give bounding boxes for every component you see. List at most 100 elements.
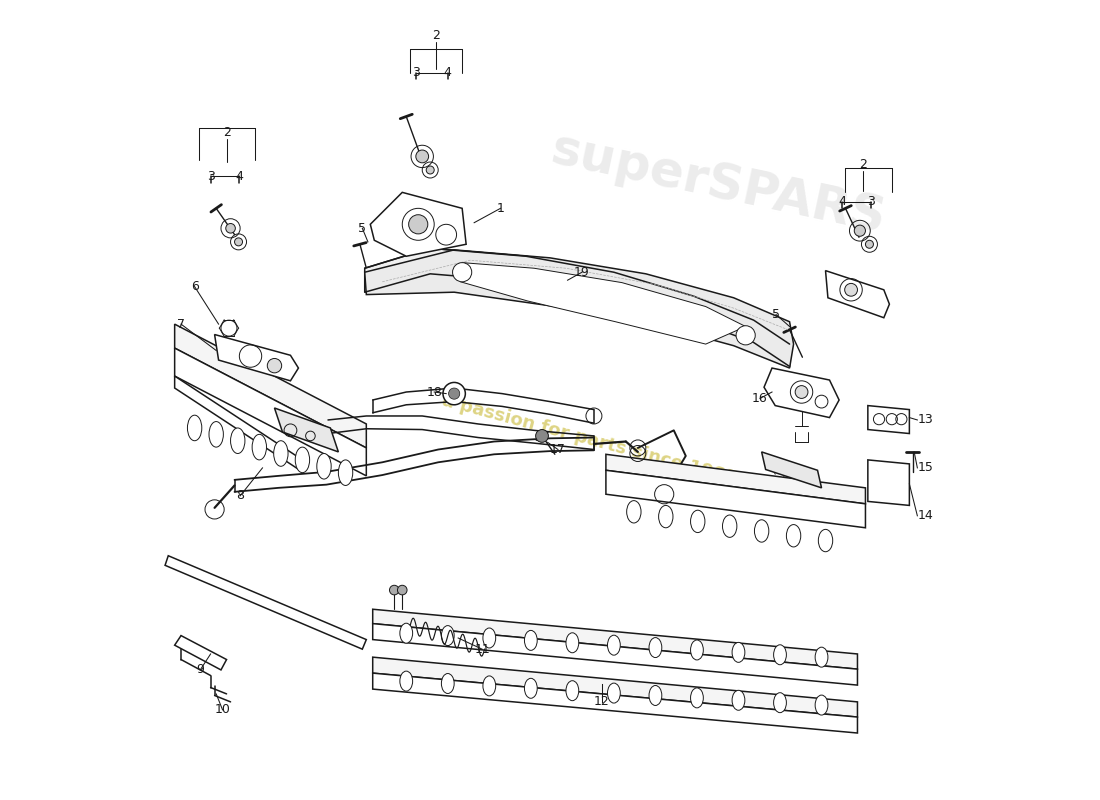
Text: 11: 11 [474,642,490,656]
Circle shape [408,214,428,234]
Text: 15: 15 [917,462,933,474]
Ellipse shape [818,530,833,552]
Circle shape [449,388,460,399]
Circle shape [416,150,429,163]
Circle shape [536,430,549,442]
Ellipse shape [252,434,266,460]
Ellipse shape [649,686,662,706]
Circle shape [389,586,399,595]
Ellipse shape [525,630,537,650]
Ellipse shape [755,520,769,542]
Ellipse shape [627,501,641,523]
Ellipse shape [773,645,786,665]
Ellipse shape [659,506,673,528]
Text: 4: 4 [443,66,452,79]
Polygon shape [461,262,746,344]
Ellipse shape [441,674,454,694]
Ellipse shape [691,510,705,533]
Text: 3: 3 [207,170,215,183]
Text: 18: 18 [427,386,442,398]
Polygon shape [373,657,858,717]
Polygon shape [365,250,793,368]
Polygon shape [175,635,227,670]
Text: 2: 2 [859,158,867,171]
Polygon shape [214,334,298,381]
Polygon shape [868,406,910,434]
Polygon shape [761,452,822,488]
Text: 17: 17 [550,443,565,456]
Ellipse shape [209,422,223,447]
Circle shape [449,388,463,402]
Ellipse shape [483,676,496,696]
Circle shape [443,382,465,405]
Polygon shape [825,270,890,318]
Ellipse shape [649,638,662,658]
Ellipse shape [723,515,737,538]
Ellipse shape [231,428,245,454]
Ellipse shape [786,525,801,547]
Ellipse shape [607,683,620,703]
Polygon shape [365,248,790,366]
Ellipse shape [773,693,786,713]
Ellipse shape [815,647,828,667]
Ellipse shape [400,671,412,691]
Ellipse shape [691,688,703,708]
Circle shape [226,223,235,233]
Polygon shape [606,454,866,504]
Text: a passion for parts since 1985: a passion for parts since 1985 [440,392,739,488]
Polygon shape [764,368,839,418]
Text: 6: 6 [190,280,199,293]
Ellipse shape [317,454,331,479]
Polygon shape [373,673,858,733]
Text: 19: 19 [574,266,590,278]
Ellipse shape [295,447,309,473]
Text: 5: 5 [772,308,780,321]
Text: 7: 7 [177,318,185,330]
Text: 1: 1 [496,202,505,215]
Ellipse shape [691,640,703,660]
Ellipse shape [733,642,745,662]
Circle shape [234,238,242,246]
Ellipse shape [815,695,828,715]
Polygon shape [175,376,302,472]
Polygon shape [606,470,866,528]
Circle shape [426,166,434,174]
Ellipse shape [483,628,496,648]
Text: 5: 5 [359,222,366,234]
Polygon shape [175,324,366,448]
Circle shape [452,262,472,282]
Text: superSPARS: superSPARS [546,126,890,243]
Text: 12: 12 [594,695,609,708]
Text: 3: 3 [867,195,875,209]
Circle shape [845,283,858,296]
Text: 4: 4 [235,170,243,183]
Polygon shape [165,556,366,649]
Text: 16: 16 [752,392,768,405]
Circle shape [866,240,873,248]
Ellipse shape [339,460,353,486]
Text: 8: 8 [236,490,244,502]
Ellipse shape [400,623,412,643]
Ellipse shape [274,441,288,466]
Text: 14: 14 [917,510,933,522]
Ellipse shape [733,690,745,710]
Polygon shape [175,348,366,476]
Circle shape [267,358,282,373]
Text: 3: 3 [411,66,420,79]
Polygon shape [371,192,466,256]
Polygon shape [373,624,858,685]
Ellipse shape [607,635,620,655]
Polygon shape [868,460,910,506]
Text: 4: 4 [838,195,846,209]
Text: 10: 10 [214,703,231,716]
Ellipse shape [525,678,537,698]
Circle shape [736,326,756,345]
Ellipse shape [441,626,454,646]
Text: 2: 2 [432,30,440,42]
Text: 9: 9 [196,663,205,677]
Circle shape [397,586,407,595]
Polygon shape [275,408,339,452]
Ellipse shape [566,681,579,701]
Text: 13: 13 [917,414,933,426]
Text: 2: 2 [222,126,231,139]
